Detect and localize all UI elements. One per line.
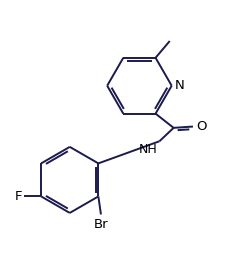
Text: F: F [14, 190, 22, 203]
Text: N: N [175, 79, 184, 92]
Text: O: O [196, 120, 207, 133]
Text: Br: Br [94, 218, 108, 231]
Text: NH: NH [139, 142, 157, 155]
